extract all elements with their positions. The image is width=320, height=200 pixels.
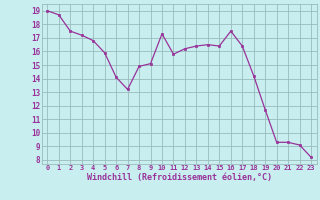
X-axis label: Windchill (Refroidissement éolien,°C): Windchill (Refroidissement éolien,°C) [87, 173, 272, 182]
